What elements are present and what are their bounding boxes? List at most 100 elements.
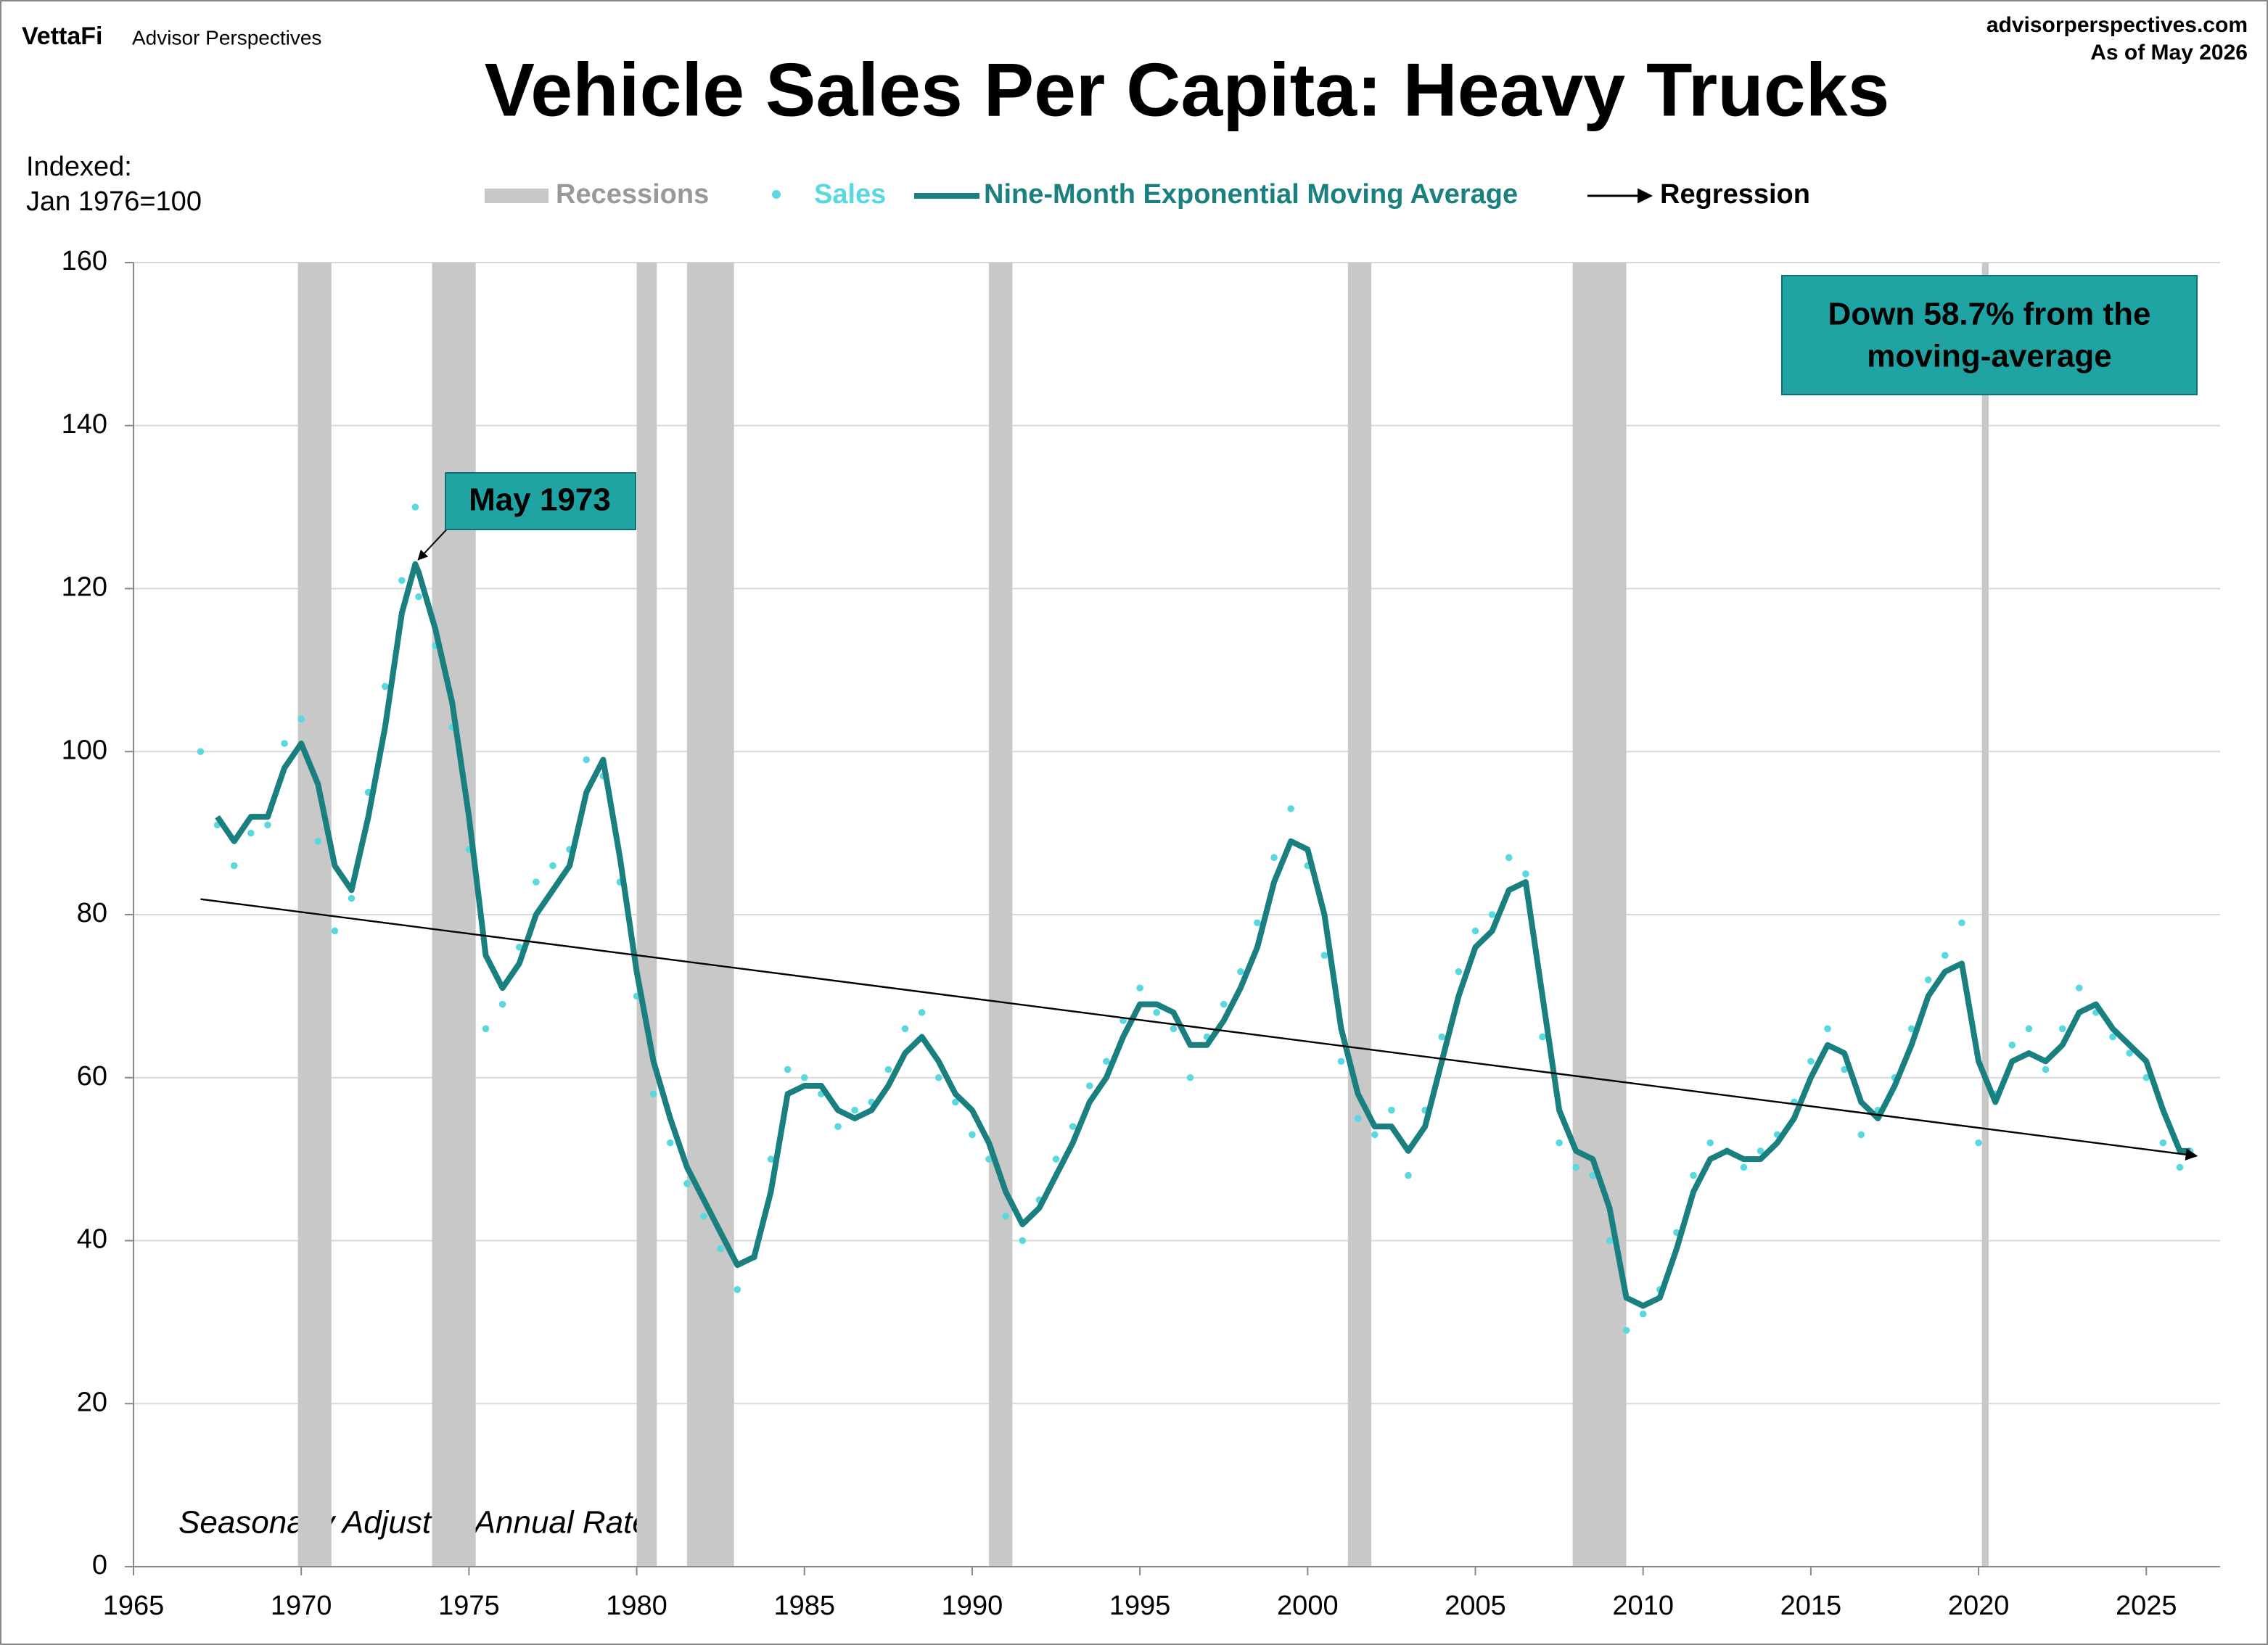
sales-dot bbox=[1320, 952, 1328, 959]
legend-label: Regression bbox=[1660, 179, 1810, 210]
sales-dot bbox=[1740, 1163, 1748, 1171]
x-tick-label: 1995 bbox=[1109, 1591, 1171, 1621]
sales-dot bbox=[1103, 1058, 1110, 1065]
sales-dot bbox=[884, 1065, 892, 1073]
sales-dot bbox=[1824, 1025, 1831, 1033]
sales-dot bbox=[515, 944, 523, 951]
sales-dot bbox=[1471, 927, 1479, 935]
callout: Down 58.7% from the bbox=[1828, 297, 2151, 332]
y-tick-label: 80 bbox=[77, 898, 107, 928]
callout-box bbox=[1781, 275, 2198, 395]
sales-dot bbox=[1170, 1025, 1178, 1033]
y-tick-label: 0 bbox=[92, 1550, 107, 1580]
x-tick-label: 2025 bbox=[2116, 1591, 2177, 1621]
sales-dot bbox=[1757, 1147, 1764, 1155]
sales-dot bbox=[348, 894, 356, 902]
x-tick-label: 2020 bbox=[1948, 1591, 2010, 1621]
note: Seasonally Adjusted Annual Rate bbox=[178, 1505, 650, 1541]
y-tick-label: 100 bbox=[62, 735, 107, 765]
sales-dot bbox=[415, 593, 422, 601]
sales-dot bbox=[985, 1155, 993, 1163]
sales-dot bbox=[969, 1131, 976, 1139]
brand: VettaFi bbox=[22, 22, 102, 50]
date-note: As of May 2026 bbox=[2090, 41, 2248, 65]
sales-dot bbox=[800, 1073, 808, 1081]
sales-dot bbox=[1807, 1058, 1815, 1065]
sales-dot bbox=[264, 821, 271, 829]
recession-bar bbox=[1572, 263, 1627, 1567]
sales-dot bbox=[784, 1065, 792, 1073]
sales-dot bbox=[1841, 1065, 1848, 1073]
sales-dot bbox=[1354, 1115, 1362, 1122]
sales-dot bbox=[1706, 1139, 1714, 1147]
sales-dot bbox=[1405, 1171, 1412, 1179]
sales-dot bbox=[1488, 911, 1496, 918]
x-tick-label: 1990 bbox=[942, 1591, 1003, 1621]
recession-bar bbox=[989, 263, 1013, 1567]
sales-dot bbox=[281, 740, 288, 747]
sales-dot bbox=[2159, 1139, 2167, 1147]
y-tick-label: 160 bbox=[62, 246, 107, 276]
y-tick-label: 20 bbox=[77, 1387, 107, 1417]
sales-dot bbox=[1254, 919, 1261, 927]
sales-dot bbox=[1019, 1237, 1027, 1245]
sales-dot bbox=[2126, 1050, 2133, 1057]
sales-dot bbox=[1220, 1000, 1228, 1008]
x-tick-label: 2015 bbox=[1780, 1591, 1842, 1621]
sales-dot bbox=[2109, 1033, 2116, 1041]
recession-bar bbox=[686, 263, 734, 1567]
sales-dot bbox=[1857, 1131, 1865, 1139]
sales-dot bbox=[901, 1025, 909, 1033]
sales-dot bbox=[549, 862, 556, 870]
sales-dot bbox=[583, 756, 591, 764]
sales-dot bbox=[331, 927, 339, 935]
sales-dot bbox=[1371, 1131, 1379, 1139]
x-tick-label: 1985 bbox=[773, 1591, 835, 1621]
sales-dot bbox=[1690, 1171, 1697, 1179]
sales-dot bbox=[918, 1009, 926, 1016]
sales-dot bbox=[1606, 1237, 1614, 1245]
sales-dot bbox=[717, 1245, 724, 1253]
sales-dot bbox=[1337, 1058, 1345, 1065]
sales-dot bbox=[1136, 984, 1143, 991]
legend-swatch bbox=[485, 189, 548, 203]
sales-dot bbox=[1085, 1082, 1093, 1089]
sales-dot bbox=[1522, 870, 1529, 878]
sales-dot bbox=[1589, 1171, 1597, 1179]
legend-swatch bbox=[772, 190, 781, 199]
legend-label: Recessions bbox=[556, 179, 709, 210]
sales-dot bbox=[1505, 854, 1513, 862]
sales-dot bbox=[1958, 919, 1965, 927]
sales-dot bbox=[952, 1098, 959, 1106]
x-tick-label: 1965 bbox=[103, 1591, 165, 1621]
y-label: Indexed: bbox=[26, 152, 132, 182]
y-tick-label: 120 bbox=[62, 572, 107, 603]
sales-dot bbox=[381, 683, 389, 690]
sales-dot bbox=[1975, 1139, 1982, 1147]
sales-dot bbox=[1186, 1073, 1194, 1081]
sales-dot bbox=[498, 1000, 506, 1008]
x-tick-label: 1975 bbox=[438, 1591, 500, 1621]
legend-label: Sales bbox=[814, 179, 886, 210]
sales-dot bbox=[683, 1180, 691, 1187]
sales-dot bbox=[734, 1286, 741, 1293]
regression-line bbox=[200, 898, 2198, 1161]
sales-dot bbox=[482, 1025, 490, 1033]
sales-dot bbox=[1438, 1033, 1446, 1041]
sales-dot bbox=[1539, 1033, 1546, 1041]
source: advisorperspectives.com bbox=[1986, 13, 2248, 37]
sales-dot bbox=[1052, 1155, 1060, 1163]
x-tick-label: 1970 bbox=[271, 1591, 332, 1621]
sales-dot bbox=[2058, 1025, 2066, 1033]
sales-dot bbox=[667, 1139, 674, 1147]
sales-dot bbox=[1237, 968, 1244, 976]
sales-dot bbox=[649, 1090, 657, 1098]
sales-dot bbox=[1924, 976, 1932, 984]
y-tick-label: 140 bbox=[62, 409, 107, 440]
sales-dot bbox=[1639, 1310, 1647, 1318]
y-label: Jan 1976=100 bbox=[26, 186, 202, 217]
sales-dot bbox=[2176, 1163, 2184, 1171]
y-tick-label: 40 bbox=[77, 1224, 107, 1255]
